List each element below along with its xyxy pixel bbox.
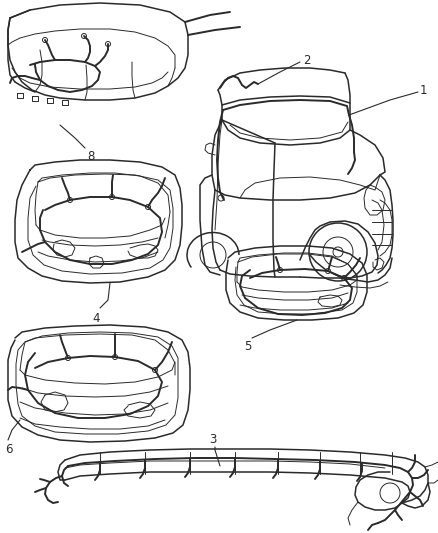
Text: 2: 2	[303, 53, 311, 67]
Text: 8: 8	[87, 150, 94, 163]
Text: 6: 6	[5, 443, 13, 456]
Text: 1: 1	[420, 84, 427, 96]
Text: 4: 4	[92, 312, 100, 325]
Text: 3: 3	[209, 433, 217, 446]
Text: 5: 5	[244, 340, 252, 353]
